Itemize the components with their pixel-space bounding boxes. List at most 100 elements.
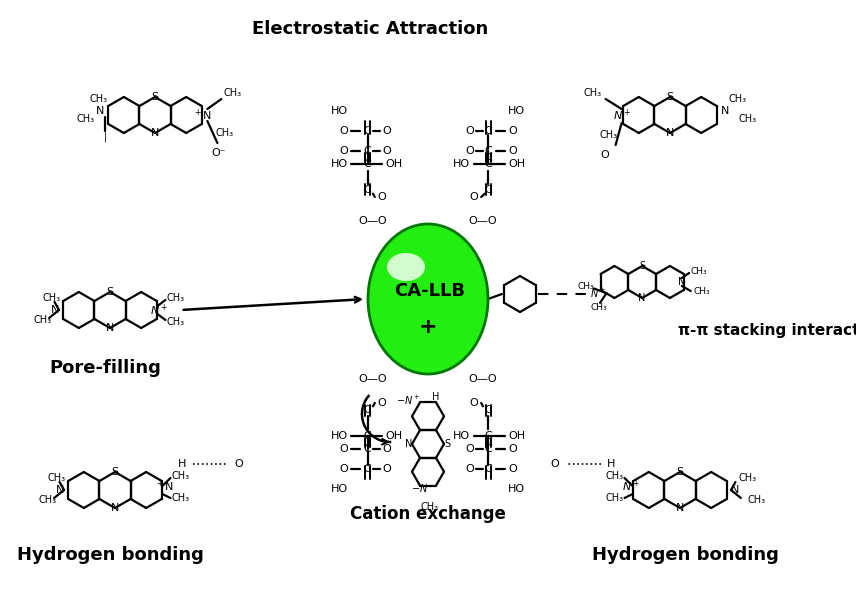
Text: O: O <box>466 146 474 156</box>
Text: CH₃: CH₃ <box>605 493 624 503</box>
Text: N: N <box>106 323 114 333</box>
Text: C: C <box>484 464 492 474</box>
Text: O: O <box>339 444 348 454</box>
Text: C: C <box>364 186 372 195</box>
Text: C: C <box>364 444 372 454</box>
Text: C: C <box>364 464 372 474</box>
Text: N: N <box>721 106 729 116</box>
Text: $-N^+$: $-N^+$ <box>395 394 420 407</box>
Text: H: H <box>178 459 187 469</box>
Text: CH₃: CH₃ <box>39 495 56 505</box>
Text: O: O <box>508 126 517 136</box>
Text: CH₃: CH₃ <box>171 493 189 503</box>
Text: CH₃: CH₃ <box>90 94 108 104</box>
Text: N: N <box>676 503 684 513</box>
Text: N: N <box>731 485 740 495</box>
Text: N: N <box>96 106 104 116</box>
Text: O: O <box>235 459 243 469</box>
Text: HO: HO <box>330 431 348 441</box>
Text: $N^+$: $N^+$ <box>591 287 606 300</box>
Text: CA-LLB: CA-LLB <box>395 282 466 300</box>
Text: HO: HO <box>330 484 348 494</box>
Text: C: C <box>484 159 492 169</box>
Text: CH₃: CH₃ <box>216 128 234 138</box>
Text: CH₃: CH₃ <box>223 88 241 98</box>
Text: C: C <box>484 431 492 441</box>
Text: HO: HO <box>330 159 348 169</box>
Text: CH₃: CH₃ <box>577 282 594 291</box>
Text: N: N <box>151 128 159 138</box>
Text: N: N <box>56 485 64 495</box>
Text: O: O <box>466 126 474 136</box>
Ellipse shape <box>387 253 425 281</box>
Text: Hydrogen bonding: Hydrogen bonding <box>16 546 204 564</box>
Text: O: O <box>466 464 474 474</box>
Text: Pore-filling: Pore-filling <box>49 359 161 377</box>
Text: π-π stacking interaction: π-π stacking interaction <box>678 322 856 337</box>
Text: HO: HO <box>508 484 526 494</box>
Text: $N^+$: $N^+$ <box>621 479 639 494</box>
Text: C: C <box>364 159 372 169</box>
Text: HO: HO <box>454 159 471 169</box>
Text: Electrostatic Attraction: Electrostatic Attraction <box>252 20 488 38</box>
Text: S: S <box>639 261 645 271</box>
Text: O: O <box>377 192 386 202</box>
Text: CH₃: CH₃ <box>77 114 95 124</box>
Text: CH₃: CH₃ <box>421 502 439 512</box>
Text: CH₃: CH₃ <box>171 471 189 481</box>
Text: O: O <box>466 444 474 454</box>
Text: CH₃: CH₃ <box>166 317 185 327</box>
Text: O: O <box>508 464 517 474</box>
Text: CH₃: CH₃ <box>738 473 757 483</box>
Text: N: N <box>666 128 675 138</box>
Text: O⁻: O⁻ <box>211 148 226 158</box>
Text: N: N <box>110 503 119 513</box>
Text: H: H <box>607 459 615 469</box>
Text: O: O <box>382 146 390 156</box>
Text: O: O <box>339 464 348 474</box>
Text: CH₃: CH₃ <box>166 293 185 303</box>
Text: CH₃: CH₃ <box>728 94 746 104</box>
Text: CH₃: CH₃ <box>739 114 757 124</box>
Text: O: O <box>377 398 386 408</box>
Text: O—O: O—O <box>469 216 497 226</box>
Text: S: S <box>152 92 158 102</box>
Text: HO: HO <box>454 431 471 441</box>
Text: |: | <box>104 132 106 142</box>
Text: $^+$N: $^+$N <box>155 479 175 494</box>
Text: $N^+$: $N^+$ <box>150 302 169 317</box>
Text: CH₃: CH₃ <box>691 268 707 277</box>
Text: Cation exchange: Cation exchange <box>350 504 506 522</box>
Text: $^+$N: $^+$N <box>193 107 212 123</box>
Text: CH₃: CH₃ <box>43 293 61 303</box>
Text: HO: HO <box>330 106 348 116</box>
Text: O: O <box>339 126 348 136</box>
Text: N: N <box>639 293 646 303</box>
Text: C: C <box>484 126 492 136</box>
Text: C: C <box>364 404 372 415</box>
Text: C: C <box>484 186 492 195</box>
Text: C: C <box>484 404 492 415</box>
Text: HO: HO <box>508 106 526 116</box>
Text: N: N <box>51 305 59 315</box>
Text: OH: OH <box>385 431 402 441</box>
Text: $-N$: $-N$ <box>412 482 429 494</box>
Text: Hydrogen bonding: Hydrogen bonding <box>591 546 778 564</box>
Text: OH: OH <box>508 159 526 169</box>
Text: O: O <box>508 146 517 156</box>
Text: CH₃: CH₃ <box>747 495 765 505</box>
Text: CH₃: CH₃ <box>48 473 66 483</box>
Text: CH₃: CH₃ <box>694 288 710 297</box>
Text: O—O: O—O <box>469 374 497 384</box>
Text: O: O <box>470 192 479 202</box>
Text: H: H <box>432 392 440 402</box>
Text: O: O <box>382 444 390 454</box>
Ellipse shape <box>368 224 488 374</box>
Text: CH₃: CH₃ <box>605 471 624 481</box>
Text: O: O <box>382 464 390 474</box>
Text: +: + <box>419 317 437 337</box>
Text: S: S <box>667 92 674 102</box>
Text: O—O: O—O <box>359 374 387 384</box>
Text: OH: OH <box>385 159 402 169</box>
Text: O: O <box>508 444 517 454</box>
